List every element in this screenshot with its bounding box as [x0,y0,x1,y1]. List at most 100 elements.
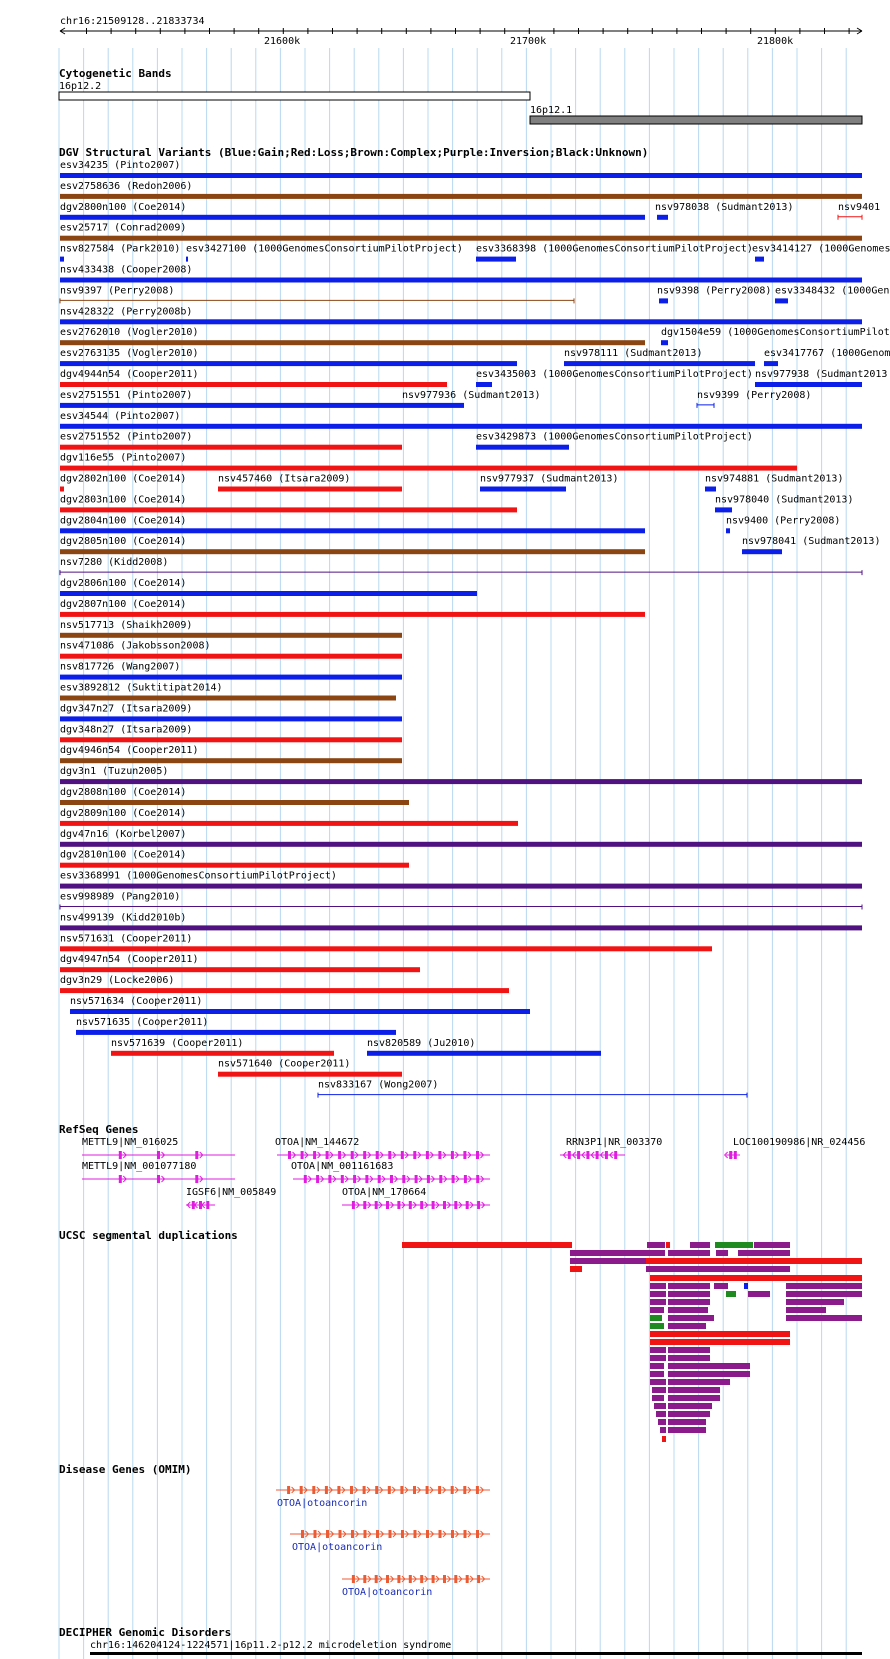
dgv-feature-bar[interactable] [476,444,569,450]
dgv-feature[interactable]: esv3348432 (1000Gen [775,285,889,304]
segdup-feature[interactable] [768,1242,790,1248]
dgv-feature-bar[interactable] [657,214,668,220]
dgv-feature-bar[interactable] [564,361,755,367]
segdup-feature[interactable] [668,1411,710,1417]
segdup-feature[interactable] [654,1403,666,1409]
dgv-feature[interactable]: dgv4944n54 (Cooper2011) [60,369,447,387]
band-16p12-1[interactable] [529,115,863,125]
dgv-feature[interactable]: nsv7280 (Kidd2008) [59,557,863,576]
segdup-feature[interactable] [650,1315,662,1321]
refseq-gene[interactable]: LOC100190986|NR_024456 [723,1137,866,1159]
segdup-feature[interactable] [646,1258,862,1264]
segdup-feature[interactable] [738,1250,790,1256]
dgv-feature[interactable]: nsv499139 (Kidd2010b) [60,912,862,931]
dgv-feature[interactable]: nsv571640 (Cooper2011) [218,1059,402,1077]
dgv-feature-bar[interactable] [60,800,409,805]
dgv-feature-bar[interactable] [60,319,862,325]
dgv-feature[interactable]: nsv428322 (Perry2008b) [60,306,862,325]
dgv-feature[interactable]: dgv2805n100 (Coe2014) [60,536,645,555]
dgv-feature-bar[interactable] [60,235,862,241]
refseq-gene[interactable]: OTOA|NM_170664 [342,1187,490,1209]
dgv-feature-bar[interactable] [218,486,402,492]
segdup-feature[interactable] [744,1283,748,1289]
dgv-feature[interactable]: nsv9399 (Perry2008) [696,390,811,408]
dgv-feature[interactable]: esv34544 (Pinto2007) [60,411,862,429]
dgv-feature[interactable]: nsv9400 (Perry2008) [726,515,840,534]
dgv-feature-bar[interactable] [715,507,732,513]
cytoband-track[interactable]: Cytogenetic Bands 16p12.2 16p12.1 [58,67,863,125]
dgv-feature-bar[interactable] [60,591,477,596]
segdup-feature[interactable] [650,1275,862,1281]
segdup-feature[interactable] [668,1299,710,1305]
dgv-feature[interactable]: dgv116e55 (Pinto2007) [60,453,797,471]
dgv-feature[interactable]: nsv974881 (Sudmant2013) [705,474,843,492]
dgv-feature-bar[interactable] [76,1029,396,1035]
dgv-feature[interactable]: nsv820589 (Ju2010) [367,1038,601,1056]
dgv-feature[interactable]: dgv347n27 (Itsara2009) [60,703,402,722]
dgv-feature[interactable]: nsv517713 (Shaikh2009) [60,620,402,638]
segdup-feature[interactable] [748,1291,770,1297]
segdup-feature[interactable] [690,1242,710,1248]
dgv-feature[interactable]: nsv9398 (Perry2008) [657,285,771,304]
dgv-feature-bar[interactable] [186,256,188,262]
dgv-feature-bar[interactable] [60,611,645,617]
dgv-feature[interactable]: dgv3n1 (Tuzun2005) [60,766,862,785]
dgv-feature[interactable]: dgv2804n100 (Coe2014) [60,515,645,534]
dgv-feature-bar[interactable] [60,465,797,471]
dgv-feature[interactable]: dgv2809n100 (Coe2014) [60,808,518,826]
segdup-feature[interactable] [650,1291,666,1297]
dgv-feature-bar[interactable] [60,737,402,743]
segdup-feature[interactable] [726,1291,736,1297]
dgv-feature-bar[interactable] [60,193,862,199]
segdup-feature[interactable] [714,1283,728,1289]
dgv-feature[interactable]: nsv433438 (Cooper2008) [60,265,862,283]
dgv-feature[interactable]: esv2751551 (Pinto2007) [60,390,402,408]
segdup-feature[interactable] [650,1355,666,1361]
dgv-feature[interactable]: dgv2806n100 (Coe2014) [60,578,477,596]
dgv-feature[interactable]: nsv833167 (Wong2007) [317,1080,748,1098]
dgv-feature-bar[interactable] [60,653,402,659]
segdup-feature[interactable] [668,1371,750,1377]
dgv-feature[interactable]: esv3417767 (1000Genom [764,348,890,367]
dgv-feature[interactable]: dgv2807n100 (Coe2014) [60,599,645,617]
dgv-feature-bar[interactable] [60,528,645,534]
segdup-feature[interactable] [754,1242,768,1248]
segdup-feature[interactable] [650,1379,666,1385]
segdup-feature[interactable] [570,1258,650,1264]
dgv-feature-bar[interactable] [60,444,402,450]
dgv-feature-bar[interactable] [60,507,517,513]
omim-gene[interactable]: OTOA|otoancorin [276,1486,490,1509]
dgv-feature[interactable]: dgv2810n100 (Coe2014) [60,850,409,868]
segdup-feature[interactable] [650,1363,664,1369]
dgv-feature[interactable]: nsv977938 (Sudmant2013 [755,369,887,387]
dgv-feature[interactable]: nsv978111 (Sudmant2013) [564,348,755,367]
dgv-feature[interactable]: nsv571635 (Cooper2011) [76,1017,396,1035]
dgv-feature-bar[interactable] [60,361,517,367]
decipher-feature[interactable] [90,1652,862,1655]
dgv-feature[interactable]: nsv978041 (Sudmant2013) [742,536,880,555]
omim-gene[interactable]: OTOA|otoancorin [290,1530,490,1553]
dgv-feature[interactable]: nsv571634 (Cooper2011) [70,996,530,1014]
dgv-feature-bar[interactable] [742,549,782,555]
dgv-feature[interactable]: dgv348n27 (Itsara2009) [60,724,402,743]
segdup-feature[interactable] [650,1331,790,1337]
refseq-gene[interactable]: IGSF6|NM_005849 [186,1187,276,1209]
dgv-feature[interactable]: esv25717 (Conrad2009) [60,223,862,241]
segdup-feature[interactable] [650,1347,666,1353]
dgv-feature[interactable]: dgv4946n54 (Cooper2011) [60,745,402,764]
dgv-feature[interactable]: esv3368398 (1000GenomesConsortiumPilotPr… [476,244,753,262]
dgv-feature[interactable]: dgv2803n100 (Coe2014) [60,494,517,513]
dgv-feature-bar[interactable] [60,758,402,764]
dgv-feature[interactable]: esv3429873 (1000GenomesConsortiumPilotPr… [476,432,753,450]
dgv-feature[interactable]: esv3427100 (1000GenomesConsortiumPilotPr… [186,244,463,262]
dgv-feature[interactable]: dgv4947n54 (Cooper2011) [60,954,420,973]
segdup-feature[interactable] [668,1347,710,1353]
dgv-feature[interactable]: nsv978040 (Sudmant2013) [715,494,853,513]
dgv-feature-bar[interactable] [60,967,420,973]
segdup-feature[interactable] [650,1339,790,1345]
dgv-feature[interactable]: esv2763135 (Vogler2010) [60,348,517,367]
dgv-feature-bar[interactable] [60,486,64,492]
dgv-feature-bar[interactable] [60,883,862,889]
segdup-feature[interactable] [660,1427,666,1433]
segdup-feature[interactable] [652,1395,664,1401]
